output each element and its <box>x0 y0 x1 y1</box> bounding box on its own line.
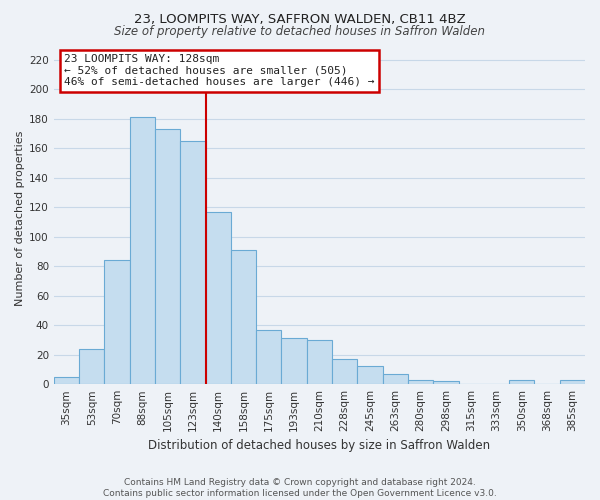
Bar <box>509 380 535 384</box>
Bar <box>130 118 155 384</box>
Bar <box>307 340 332 384</box>
Bar <box>104 260 130 384</box>
Bar <box>206 212 231 384</box>
Bar <box>560 380 585 384</box>
Text: 23 LOOMPITS WAY: 128sqm
← 52% of detached houses are smaller (505)
46% of semi-d: 23 LOOMPITS WAY: 128sqm ← 52% of detache… <box>64 54 375 88</box>
Text: 23, LOOMPITS WAY, SAFFRON WALDEN, CB11 4BZ: 23, LOOMPITS WAY, SAFFRON WALDEN, CB11 4… <box>134 12 466 26</box>
Text: Contains HM Land Registry data © Crown copyright and database right 2024.
Contai: Contains HM Land Registry data © Crown c… <box>103 478 497 498</box>
Text: Size of property relative to detached houses in Saffron Walden: Size of property relative to detached ho… <box>115 25 485 38</box>
Bar <box>79 349 104 384</box>
Bar <box>433 381 458 384</box>
Bar <box>180 141 206 384</box>
Bar <box>54 377 79 384</box>
Bar <box>383 374 408 384</box>
Bar <box>155 129 180 384</box>
Bar <box>231 250 256 384</box>
Bar <box>358 366 383 384</box>
X-axis label: Distribution of detached houses by size in Saffron Walden: Distribution of detached houses by size … <box>148 440 490 452</box>
Y-axis label: Number of detached properties: Number of detached properties <box>15 130 25 306</box>
Bar <box>256 330 281 384</box>
Bar <box>281 338 307 384</box>
Bar <box>332 359 358 384</box>
Bar <box>408 380 433 384</box>
